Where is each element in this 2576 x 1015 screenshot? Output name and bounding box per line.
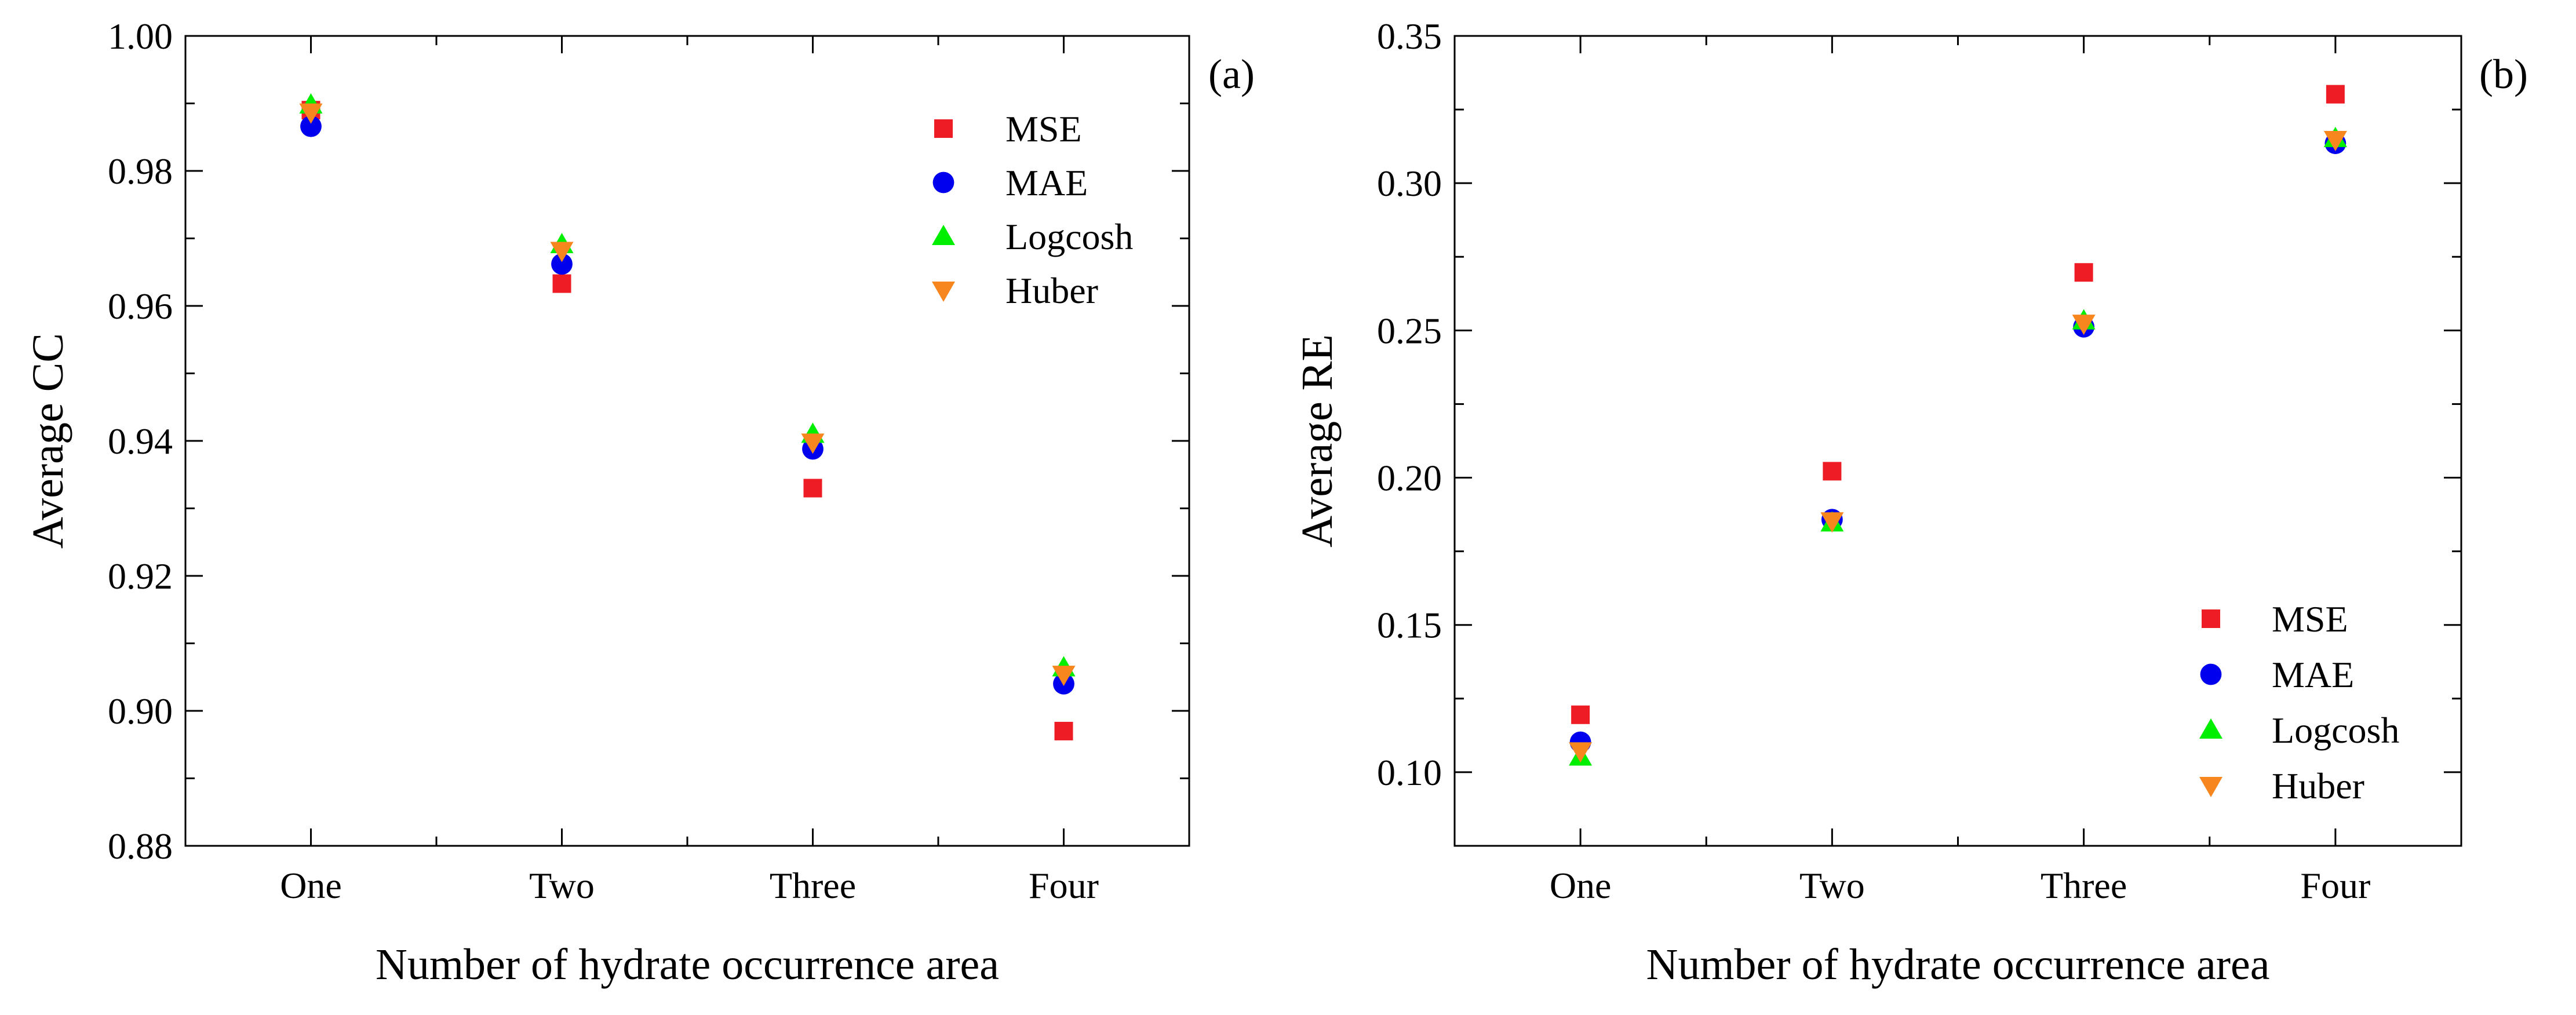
data-point-mse-two [552,274,571,293]
data-point-mse-four [2326,85,2345,104]
y-tick-label: 0.35 [1377,16,1442,57]
panel-label: (b) [2479,51,2528,97]
data-point-mse-four [1054,721,1073,740]
y-tick-label: 0.92 [108,556,173,597]
x-tick-label-one: One [1550,865,1612,906]
legend-label-mse: MSE [1005,108,1082,149]
y-tick-label: 0.96 [108,286,173,327]
y-tick-label: 0.15 [1377,605,1442,646]
legend-label-huber: Huber [2272,765,2364,806]
y-tick-label: 0.25 [1377,310,1442,351]
data-point-mae-two [551,253,573,275]
plot-frame [184,35,1190,847]
legend-marker-huber [932,282,955,302]
legend-marker-huber [2199,777,2222,797]
y-tick-label: 0.98 [108,151,173,192]
legend-label-mae: MAE [1005,162,1088,203]
y-tick-label: 0.30 [1377,163,1442,204]
data-point-huber-two [1820,512,1844,533]
y-tick-label: 0.94 [108,421,173,462]
data-point-mse-two [1823,462,1842,481]
legend-marker-mae [2200,663,2222,685]
legend-marker-mse [934,119,953,138]
y-axis-title: Average RE [1293,334,1342,547]
data-point-huber-one [1569,742,1593,763]
x-tick-label-four: Four [1029,865,1099,906]
x-tick-label-three: Three [770,865,856,906]
x-axis-title: Number of hydrate occurrence area [1646,940,2269,989]
chart-panel-b: One Two Three Four 0.10 0.15 0.20 0.25 0.30 0.35 N… [1293,16,2528,989]
data-point-mse-three [803,479,822,498]
x-tick-label-two: Two [1799,865,1865,906]
y-tick-label: 1.00 [108,16,173,57]
data-point-huber-three [2072,315,2096,335]
data-point-huber-three [801,433,825,454]
legend-label-logcosh: Logcosh [2272,710,2399,751]
data-point-huber-one [299,103,323,124]
data-point-huber-four [1052,666,1076,687]
legend: MSE MAE Logcosh Huber [932,108,1133,311]
x-tick-label-four: Four [2300,865,2370,906]
data-point-mse-three [2074,263,2093,282]
legend: MSE MAE Logcosh Huber [2199,598,2399,806]
legend-marker-logcosh [932,225,955,245]
panel-label: (a) [1208,51,1255,97]
legend-label-mae: MAE [2272,654,2354,695]
data-point-mae-one [300,115,322,137]
data-point-mse-one [1571,705,1590,724]
x-tick-label-three: Three [2041,865,2127,906]
legend-label-mse: MSE [2272,598,2348,640]
data-point-huber-four [2323,130,2347,151]
y-tick-label: 0.10 [1377,752,1442,793]
y-tick-label: 0.20 [1377,458,1442,499]
chart-panel-a: One Two Three Four 0.88 0.90 0.92 0.94 0.96 0.98 1… [24,16,1255,989]
legend-label-huber: Huber [1005,270,1098,311]
legend-marker-mse [2202,609,2220,628]
x-axis-title: Number of hydrate occurrence area [376,940,999,989]
x-tick-label-one: One [280,865,342,906]
legend-marker-mae [932,171,954,193]
x-tick-label-two: Two [529,865,595,906]
y-tick-label: 0.90 [108,691,173,732]
y-tick-label: 0.88 [108,826,173,867]
data-point-huber-two [550,242,574,262]
legend-marker-logcosh [2199,718,2222,739]
legend-label-logcosh: Logcosh [1005,216,1133,257]
y-axis-title: Average CC [24,333,72,549]
